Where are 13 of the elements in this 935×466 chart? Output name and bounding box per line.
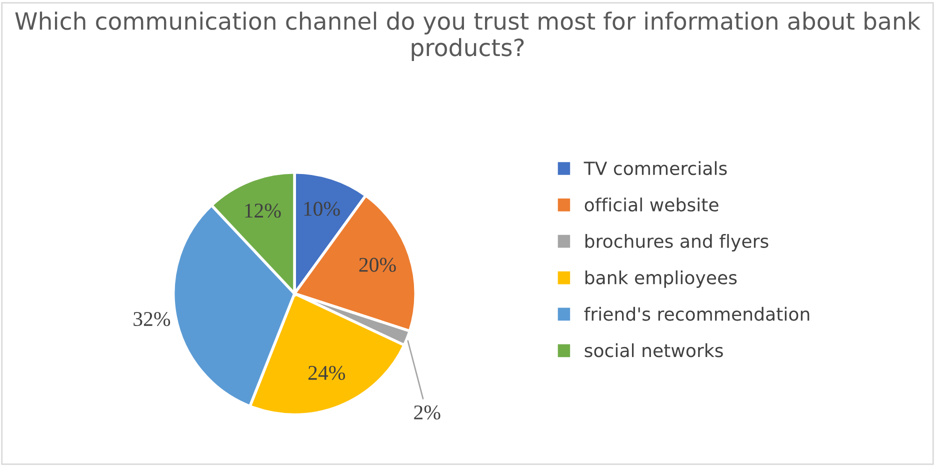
data-label: 20% bbox=[359, 258, 396, 272]
legend-label: bank emplioyees bbox=[585, 270, 737, 288]
data-label: 24% bbox=[308, 366, 346, 380]
legend-label: TV commercials bbox=[584, 161, 727, 176]
chart-title: Which communication channel do you trust most for information about bank products? bbox=[15, 12, 921, 61]
legend-label: brochures and flyers bbox=[585, 234, 768, 252]
legend-label: official website bbox=[584, 198, 718, 212]
legend-label: friend's recommendation bbox=[584, 306, 810, 321]
data-label: 12% bbox=[245, 204, 281, 218]
legend-label: social networks bbox=[584, 343, 723, 358]
data-label: 32% bbox=[134, 312, 170, 326]
data-label: 10% bbox=[304, 202, 340, 216]
data-label: 2% bbox=[414, 405, 440, 420]
